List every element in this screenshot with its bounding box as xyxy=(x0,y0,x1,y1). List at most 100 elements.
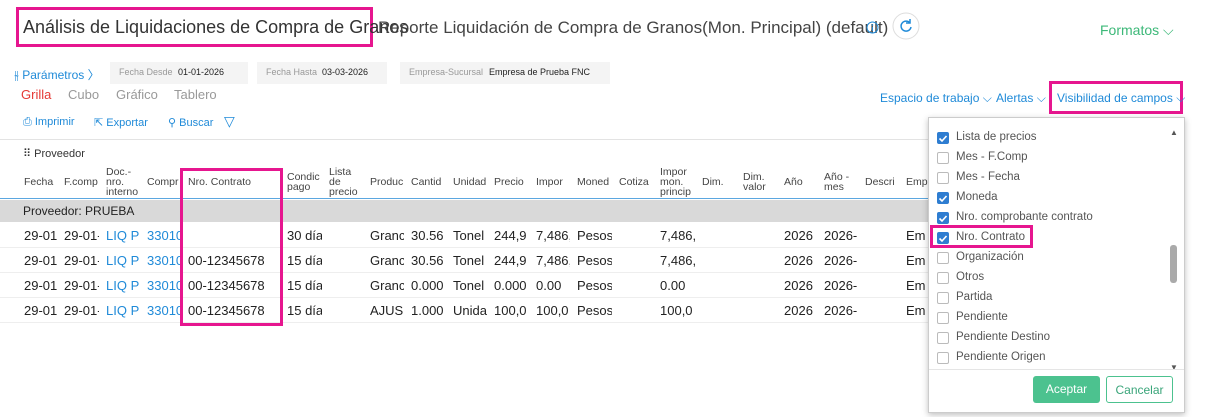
column-header[interactable]: Lista de precio xyxy=(329,166,358,198)
cell: 29-01- xyxy=(64,253,99,268)
checkbox[interactable] xyxy=(937,292,949,304)
info-icon[interactable] xyxy=(866,21,879,34)
cell: 2026 xyxy=(784,253,813,268)
column-header[interactable]: Cotiza xyxy=(619,176,649,188)
filter[interactable]: Fecha Hasta 03-03-2026 xyxy=(257,62,387,84)
column-header[interactable]: Doc.- nro. interno xyxy=(106,166,139,198)
toolbar-button[interactable]: ⎙ Imprimir xyxy=(23,116,75,128)
cancel-button[interactable]: Cancelar xyxy=(1106,376,1173,403)
cell: Pesos xyxy=(577,303,612,318)
cell: AJUS xyxy=(370,303,404,318)
cell: 29-01- xyxy=(64,278,99,293)
cell: 244,9 xyxy=(494,253,527,268)
tab[interactable]: Grilla xyxy=(21,87,52,102)
checkbox[interactable] xyxy=(937,172,949,184)
cell: Tonel xyxy=(453,228,485,243)
column-header[interactable]: Dim. valor xyxy=(743,171,766,193)
refresh-button[interactable] xyxy=(892,12,920,40)
group-by: ⠿ Proveedor xyxy=(23,148,85,160)
field-label: Partida xyxy=(956,291,993,303)
column-header[interactable]: Compr xyxy=(147,176,179,188)
cell: Unida xyxy=(453,303,487,318)
field-option[interactable]: Otros xyxy=(937,270,1162,288)
column-header[interactable]: Año - mes xyxy=(824,171,850,193)
view-link[interactable]: Espacio de trabajo ⌵ xyxy=(880,91,992,105)
params-toggle[interactable]: ⫳ Parámetros 〉 xyxy=(14,68,100,82)
field-label: Otros xyxy=(956,271,985,283)
column-header[interactable]: Impor mon. princip xyxy=(660,166,691,198)
cell: 30.56 xyxy=(411,228,444,243)
column-header[interactable]: Condic pago xyxy=(287,171,320,193)
field-option[interactable]: Mes - Fecha xyxy=(937,170,1162,188)
field-option[interactable]: Partida xyxy=(937,290,1162,308)
checkbox[interactable] xyxy=(937,252,949,264)
field-visibility-panel: ▲ ▼ Aceptar Cancelar Lista de precios Mes… xyxy=(928,117,1185,413)
checkbox[interactable] xyxy=(937,352,949,364)
cell: LIQ P xyxy=(106,253,140,268)
cell: 7,486, xyxy=(660,228,695,243)
field-option[interactable]: Mes - F.Comp xyxy=(937,150,1162,168)
field-option[interactable]: Pendiente xyxy=(937,310,1162,328)
field-label: Mes - Fecha xyxy=(956,171,1020,183)
column-header[interactable]: Dim. xyxy=(702,176,724,188)
row-border xyxy=(0,322,929,323)
filter[interactable]: Fecha Desde 01-01-2026 xyxy=(110,62,248,84)
checkbox[interactable] xyxy=(937,132,949,144)
column-header[interactable]: Nro. Contrato xyxy=(188,176,252,188)
checkbox[interactable] xyxy=(937,192,949,204)
column-header[interactable]: Fecha xyxy=(24,176,54,188)
field-option[interactable]: Organización xyxy=(937,250,1162,268)
checkbox[interactable] xyxy=(937,332,949,344)
field-option[interactable]: Pendiente Origen xyxy=(937,350,1162,368)
cell: LIQ P xyxy=(106,303,140,318)
field-option[interactable]: Moneda xyxy=(937,190,1162,208)
cell: Em xyxy=(906,303,926,318)
highlight xyxy=(180,168,283,326)
scrollbar[interactable]: ▲ ▼ xyxy=(1170,128,1178,372)
cell: 2026 xyxy=(784,278,813,293)
column-header[interactable]: Unidad xyxy=(453,176,486,188)
row-border xyxy=(0,247,929,248)
column-header[interactable]: Emp xyxy=(906,176,928,188)
filter[interactable]: Empresa-Sucursal Empresa de Prueba FNC xyxy=(400,62,610,84)
checkbox[interactable] xyxy=(937,152,949,164)
checkbox[interactable] xyxy=(937,232,949,244)
checkbox[interactable] xyxy=(937,312,949,324)
formats-menu[interactable]: Formatos ⌵ xyxy=(1100,22,1174,38)
field-label: Organización xyxy=(956,251,1024,263)
cell: 33010 xyxy=(147,278,181,293)
cell: 33010 xyxy=(147,253,181,268)
toolbar-label: Exportar xyxy=(106,117,148,129)
checkbox[interactable] xyxy=(937,212,949,224)
cell: 0.000 xyxy=(494,278,527,293)
column-header[interactable]: Cantid xyxy=(411,176,442,188)
accept-button[interactable]: Aceptar xyxy=(1033,376,1100,403)
column-header[interactable]: Produc xyxy=(370,176,403,188)
column-header[interactable]: Moned xyxy=(577,176,610,188)
column-header[interactable]: F.comp xyxy=(64,176,98,188)
tab[interactable]: Tablero xyxy=(174,87,217,102)
check-mark xyxy=(938,235,948,243)
field-option[interactable]: Nro. Contrato xyxy=(937,230,1162,248)
column-header[interactable]: Precio xyxy=(494,176,524,188)
tab[interactable]: Gráfico xyxy=(116,87,158,102)
toolbar-button[interactable]: ⇱ Exportar xyxy=(94,117,148,129)
formats-label: Formatos xyxy=(1100,22,1160,38)
column-header[interactable]: Descri xyxy=(865,176,895,188)
filter-icon[interactable]: ▽ xyxy=(224,113,235,129)
cell: 2026 xyxy=(784,228,813,243)
column-header[interactable]: Impor xyxy=(536,176,563,188)
column-header[interactable]: Año xyxy=(784,176,803,188)
field-label: Lista de precios xyxy=(956,131,1037,143)
check-mark xyxy=(938,135,948,143)
field-option[interactable]: Pendiente Destino xyxy=(937,330,1162,348)
view-link[interactable]: Alertas ⌵ xyxy=(996,91,1046,105)
cell: Pesos xyxy=(577,253,612,268)
tab[interactable]: Cubo xyxy=(68,87,100,102)
checkbox[interactable] xyxy=(937,272,949,284)
view-link[interactable]: Visibilidad de campos ⌵ xyxy=(1057,91,1186,105)
field-option[interactable]: Lista de precios xyxy=(937,130,1162,148)
field-option[interactable]: Nro. comprobante contrato xyxy=(937,210,1162,228)
toolbar-button[interactable]: ⚲ Buscar xyxy=(168,117,214,129)
filter-value: 01-01-2026 xyxy=(178,67,225,77)
